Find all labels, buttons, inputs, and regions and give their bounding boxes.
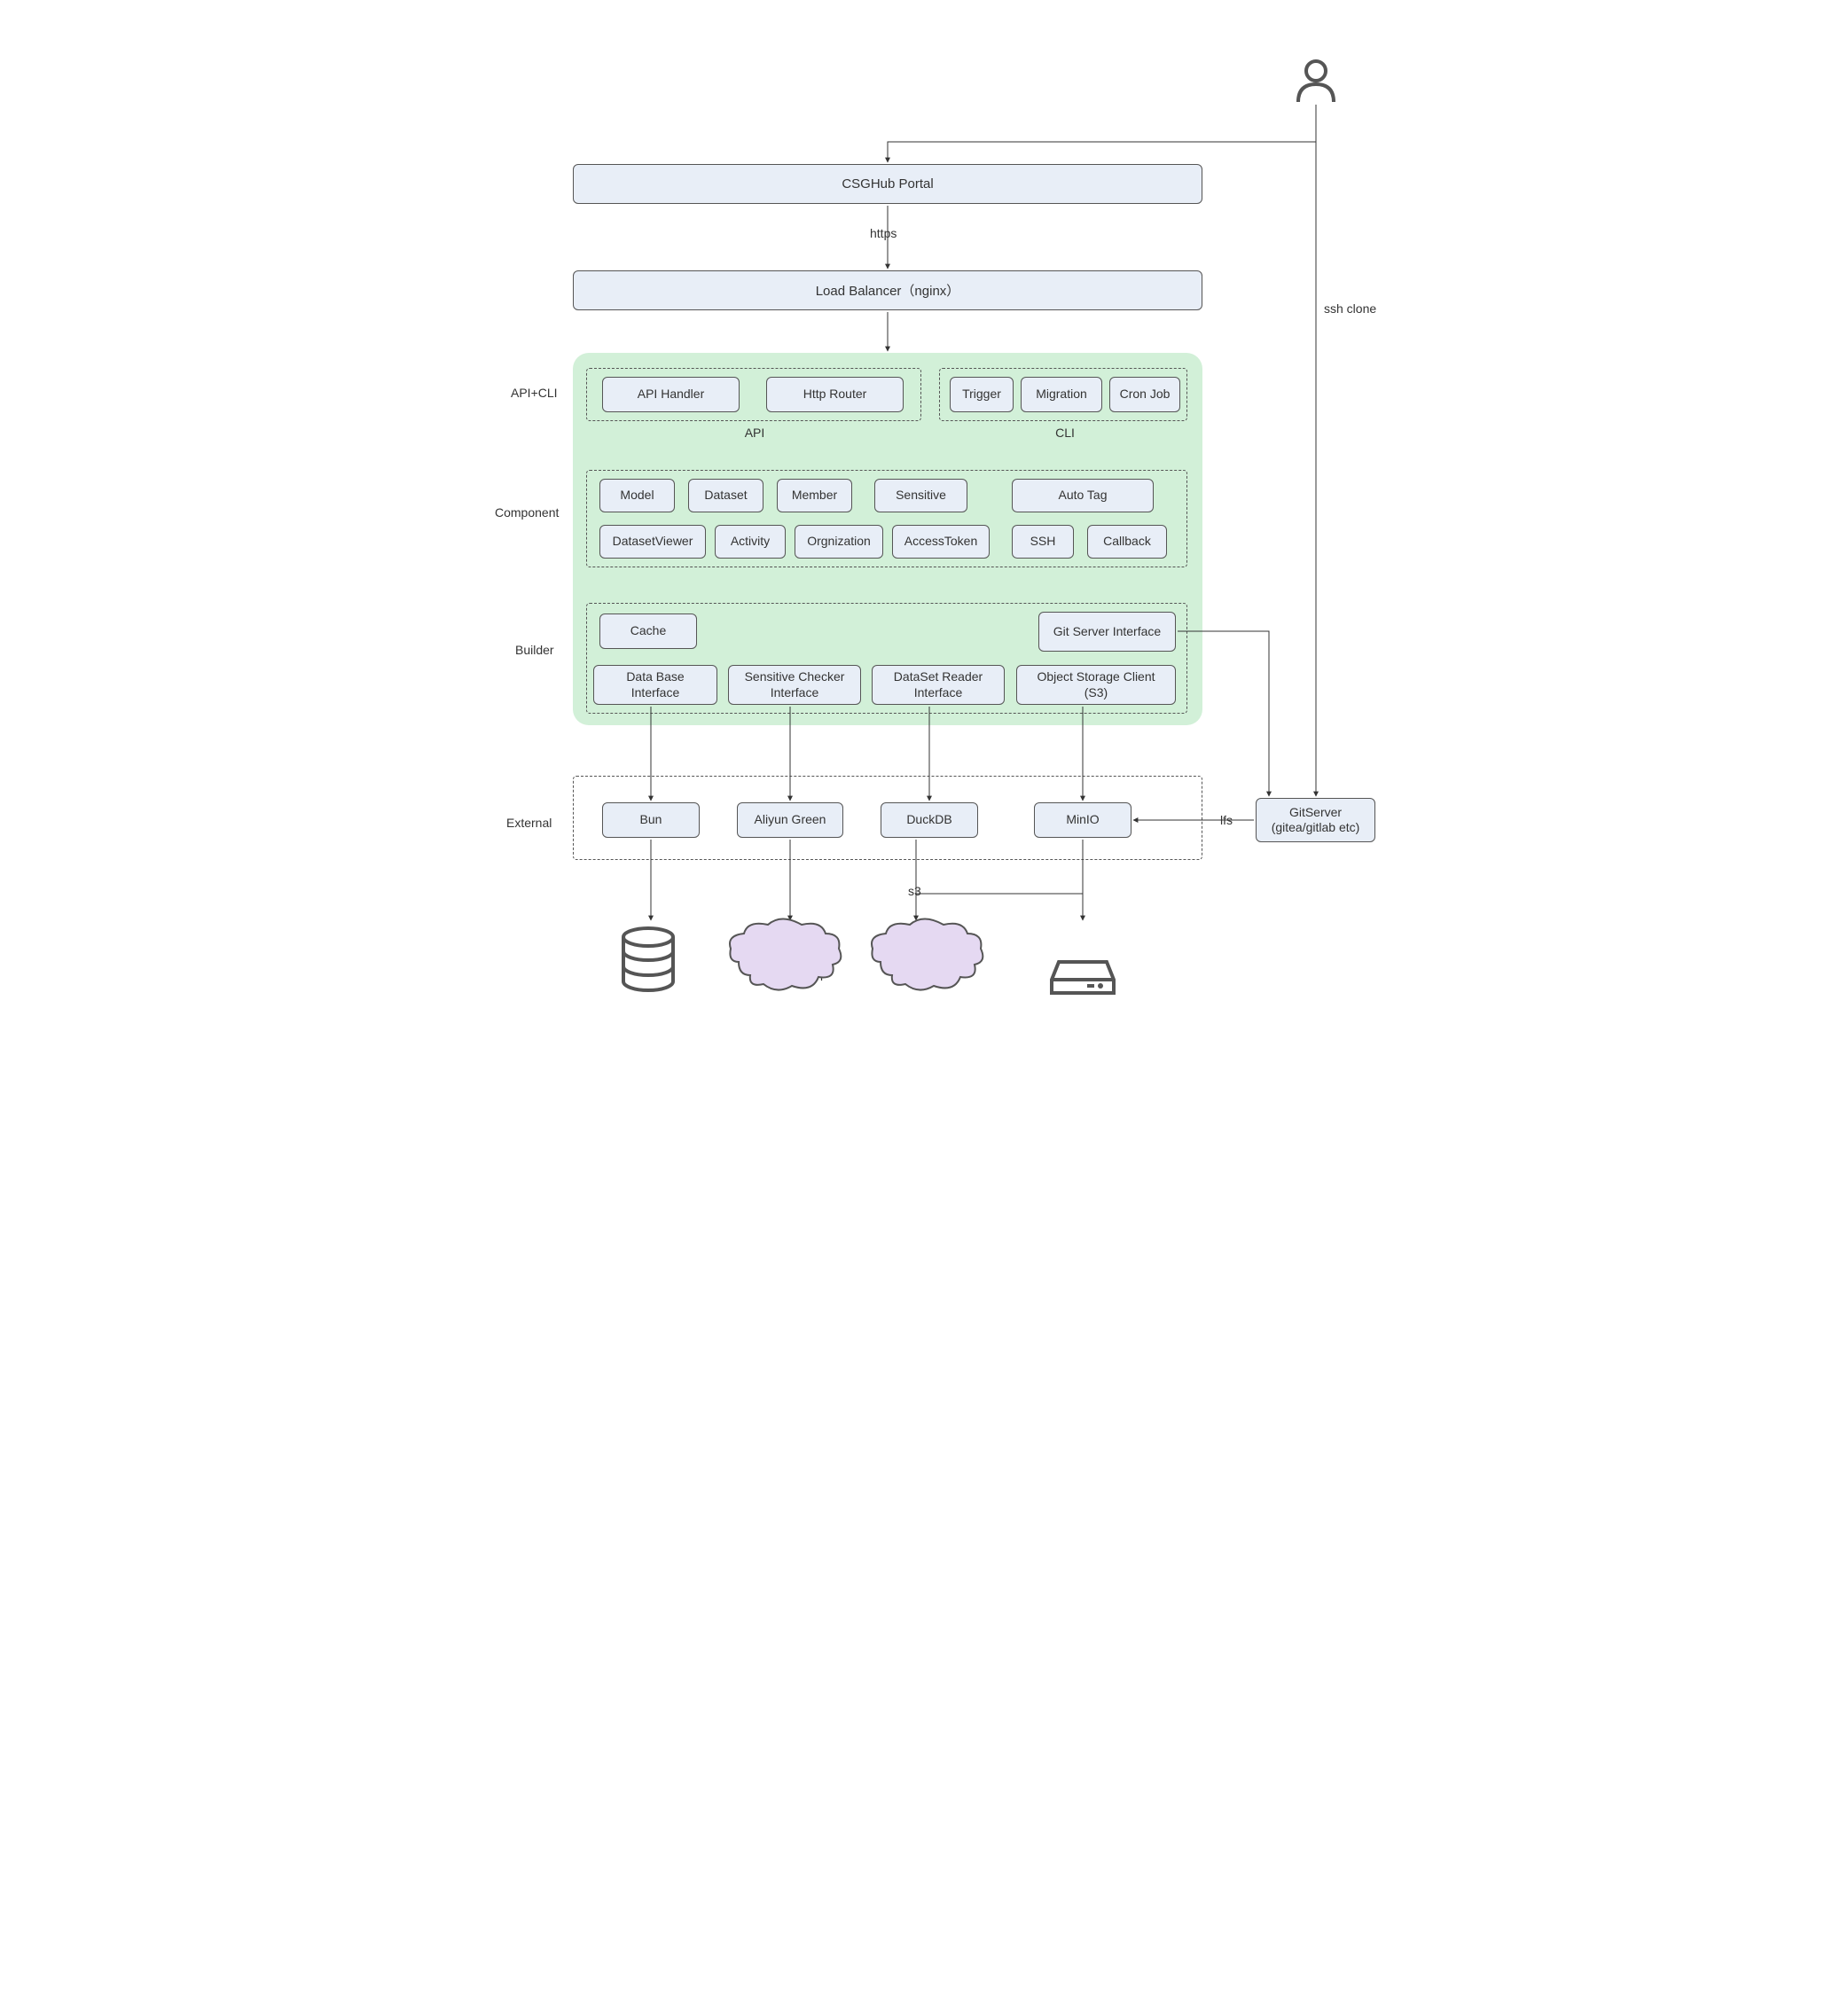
object-storage-client-box: Object Storage Client (S3) (1016, 665, 1176, 705)
database-icon (623, 928, 673, 990)
access-token-box: AccessToken (892, 525, 990, 559)
http-router-label: Http Router (803, 387, 867, 403)
https-edge-label: https (870, 226, 897, 240)
access-token-label: AccessToken (904, 534, 977, 550)
git-server-interface-label: Git Server Interface (1053, 624, 1161, 640)
duckdb-box: DuckDB (881, 802, 978, 838)
activity-label: Activity (731, 534, 770, 550)
bun-box: Bun (602, 802, 700, 838)
aliyun-green-label: Aliyun Green (755, 812, 826, 828)
gitserver-box: GitServer (gitea/gitlab etc) (1256, 798, 1375, 842)
external-row-label: External (506, 816, 552, 830)
dataset-viewer-box: DatasetViewer (599, 525, 706, 559)
api-handler-box: API Handler (602, 377, 740, 412)
lfs-edge-label: lfs (1220, 813, 1233, 827)
gitserver-label: GitServer (gitea/gitlab etc) (1265, 805, 1366, 836)
aliyun-green-box: Aliyun Green (737, 802, 843, 838)
minio-box: MinIO (1034, 802, 1132, 838)
dataset-viewer-label: DatasetViewer (613, 534, 693, 550)
sensitive-box: Sensitive (874, 479, 967, 512)
http-router-box: Http Router (766, 377, 904, 412)
model-label: Model (620, 488, 654, 504)
dataset-reader-label: DataSet Reader Interface (881, 669, 995, 700)
disk-icon (1052, 962, 1114, 993)
ssh-clone-edge-label: ssh clone (1324, 301, 1376, 316)
builder-row-label: Builder (515, 643, 554, 657)
bun-label: Bun (640, 812, 662, 828)
api-sublabel: API (741, 426, 768, 440)
member-box: Member (777, 479, 852, 512)
component-row-label: Component (495, 505, 559, 520)
dataset-reader-box: DataSet Reader Interface (872, 665, 1005, 705)
s3-edge-label: s3 (908, 884, 921, 898)
dataset-label: Dataset (704, 488, 747, 504)
ssh-label: SSH (1030, 534, 1056, 550)
git-server-interface-box: Git Server Interface (1038, 612, 1176, 652)
organization-box: Orgnization (795, 525, 883, 559)
sensitive-checker-label: Sensitive Checker Interface (738, 669, 851, 700)
member-label: Member (792, 488, 837, 504)
ssh-box: SSH (1012, 525, 1074, 559)
database-interface-box: Data Base Interface (593, 665, 717, 705)
database-interface-label: Data Base Interface (603, 669, 708, 700)
user-icon (1298, 61, 1334, 102)
load-balancer-label: Load Balancer（nginx） (816, 281, 960, 300)
api-cli-row-label: API+CLI (511, 386, 558, 400)
organization-label: Orgnization (807, 534, 871, 550)
model-box: Model (599, 479, 675, 512)
sensitive-checker-box: Sensitive Checker Interface (728, 665, 861, 705)
duckdb-label: DuckDB (906, 812, 951, 828)
object-storage-label: Object Storage (908, 953, 961, 984)
minio-label: MinIO (1066, 812, 1099, 828)
cli-sublabel: CLI (1052, 426, 1078, 440)
activity-box: Activity (715, 525, 786, 559)
cache-label: Cache (630, 623, 666, 639)
api-handler-label: API Handler (638, 387, 704, 403)
dataset-box: Dataset (688, 479, 763, 512)
callback-label: Callback (1103, 534, 1151, 550)
cache-box: Cache (599, 614, 697, 649)
trigger-box: Trigger (950, 377, 1014, 412)
cron-job-box: Cron Job (1109, 377, 1180, 412)
sensitive-label: Sensitive (896, 488, 946, 504)
callback-box: Callback (1087, 525, 1167, 559)
migration-label: Migration (1036, 387, 1087, 403)
trigger-label: Trigger (962, 387, 1001, 403)
object-storage-client-label: Object Storage Client (S3) (1026, 669, 1166, 700)
auto-tag-box: Auto Tag (1012, 479, 1154, 512)
content-moderation-label: Content Moderation (756, 953, 827, 984)
portal-label: CSGHub Portal (842, 176, 933, 191)
migration-box: Migration (1021, 377, 1102, 412)
cron-job-label: Cron Job (1120, 387, 1171, 403)
load-balancer-box: Load Balancer（nginx） (573, 270, 1202, 310)
auto-tag-label: Auto Tag (1058, 488, 1107, 504)
portal-box: CSGHub Portal (573, 164, 1202, 204)
diagram-canvas: CSGHub Portal Load Balancer（nginx） API+C… (462, 35, 1386, 1032)
